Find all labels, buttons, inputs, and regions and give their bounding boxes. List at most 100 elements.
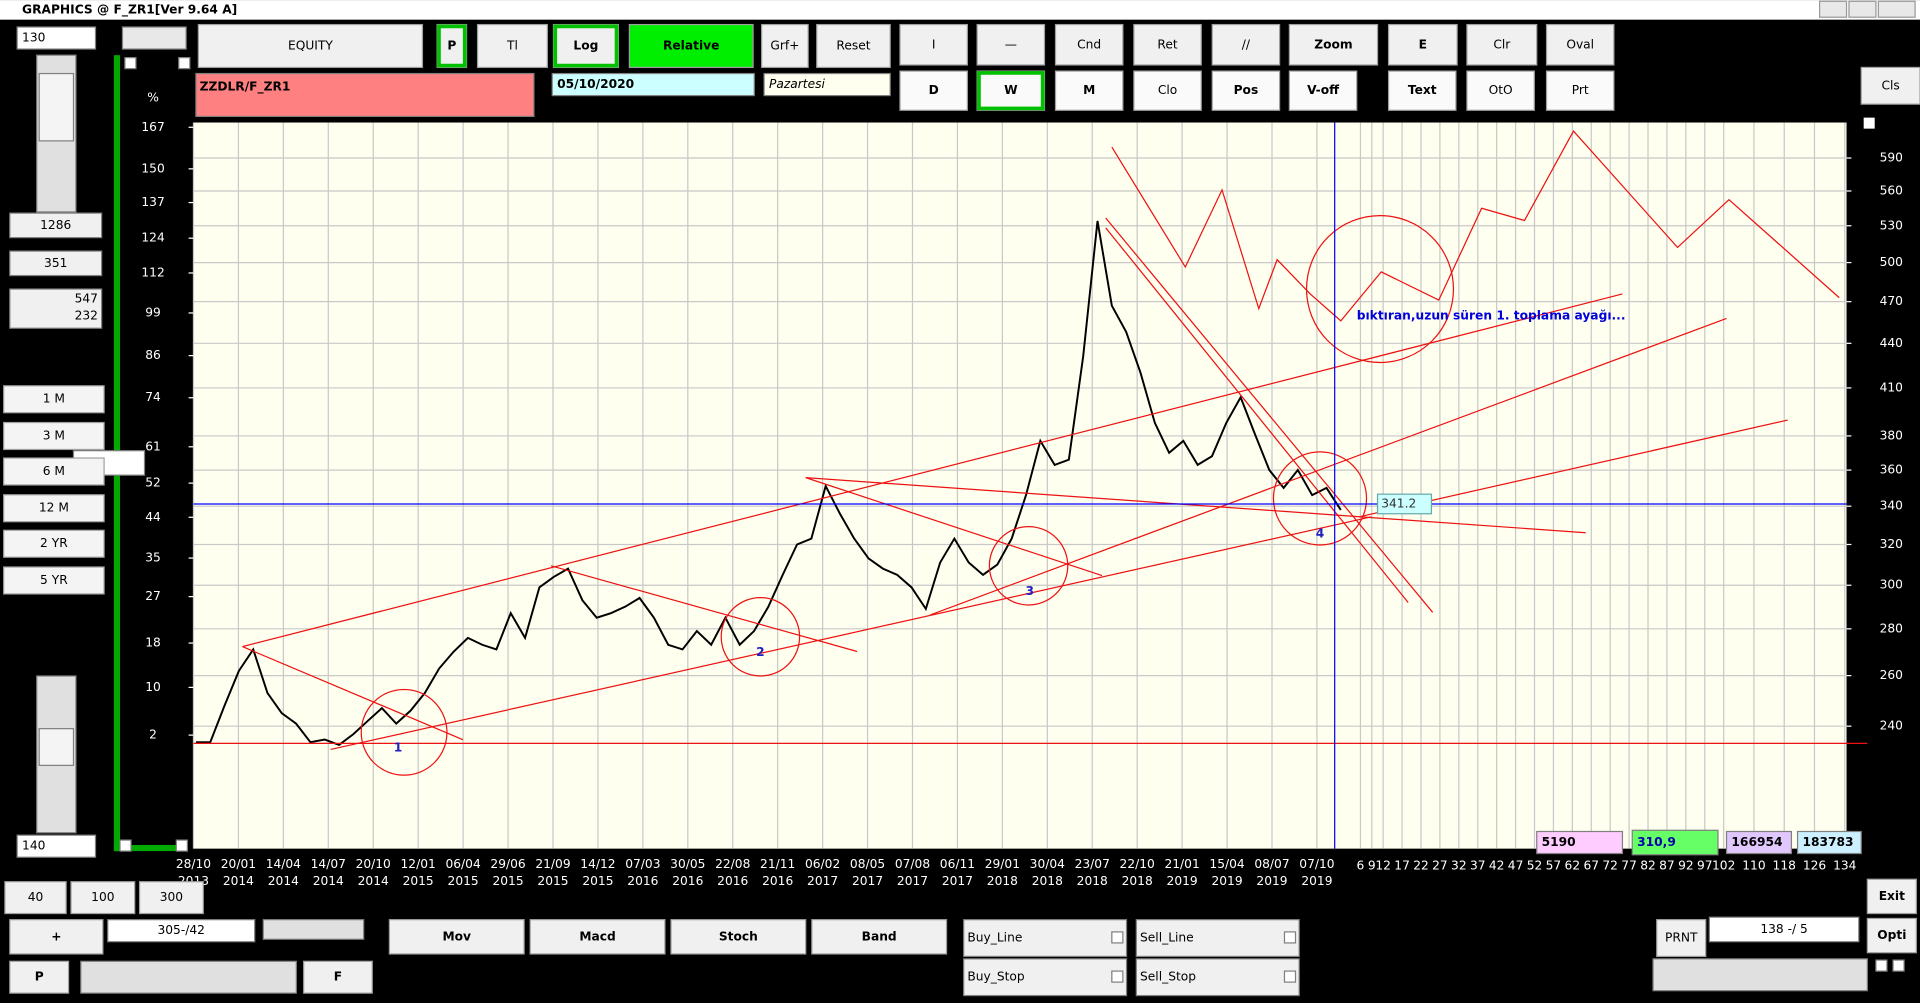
button[interactable]	[1466, 23, 1538, 66]
percent-tick-label: 52	[145, 476, 161, 490]
checkbox[interactable]	[1111, 931, 1124, 944]
button[interactable]	[1466, 70, 1535, 111]
button[interactable]	[976, 23, 1046, 66]
button[interactable]	[138, 881, 204, 915]
x-tick-label: 9	[1368, 858, 1376, 872]
field[interactable]	[16, 834, 97, 858]
period-button[interactable]	[3, 421, 105, 451]
minimize[interactable]	[1818, 0, 1848, 18]
period-button[interactable]	[3, 494, 105, 523]
scrollbar[interactable]	[1652, 958, 1868, 992]
button[interactable]	[1387, 70, 1457, 111]
button-label: 1 M	[43, 392, 65, 406]
button[interactable]	[1866, 917, 1917, 954]
x-tick-label: 28/10	[176, 857, 211, 871]
checkbox[interactable]	[1283, 931, 1297, 944]
button[interactable]	[9, 960, 70, 994]
scroll-thumb[interactable]	[38, 72, 75, 142]
scroll-thumb[interactable]	[38, 728, 75, 766]
button-label: OtO	[1489, 83, 1513, 97]
x-tick-label: 118	[1773, 858, 1796, 872]
x-tick-label: 06/02	[805, 857, 840, 871]
button[interactable]	[811, 919, 948, 955]
button[interactable]	[1866, 878, 1917, 915]
field-text: 166954	[1731, 835, 1782, 849]
checkbox[interactable]	[119, 839, 132, 852]
field[interactable]	[16, 26, 97, 50]
button[interactable]	[1211, 70, 1281, 111]
period-button[interactable]	[3, 385, 105, 414]
maximize[interactable]	[1848, 0, 1877, 18]
trend-line	[242, 293, 1623, 648]
button[interactable]	[1545, 70, 1615, 111]
button[interactable]	[1133, 23, 1202, 66]
button[interactable]	[197, 23, 424, 69]
checkbox[interactable]	[1875, 959, 1888, 972]
button[interactable]	[476, 23, 548, 69]
percent-tick-label: 167	[141, 120, 164, 134]
button[interactable]	[628, 23, 754, 69]
scrollbar[interactable]	[262, 919, 365, 940]
x-tick-label: 06/04	[445, 857, 480, 871]
x-tick-label: 2019	[1301, 874, 1332, 888]
button[interactable]	[899, 23, 968, 66]
period-button[interactable]	[3, 566, 105, 595]
button[interactable]	[816, 23, 891, 69]
button[interactable]	[1133, 70, 1202, 111]
x-tick-label: 2016	[672, 874, 703, 888]
price-label-box	[1376, 493, 1433, 515]
spinner[interactable]	[121, 26, 187, 50]
button[interactable]	[70, 881, 136, 915]
x-tick-label: 20/01	[221, 857, 256, 871]
checkbox[interactable]	[1111, 970, 1124, 983]
period-button[interactable]	[3, 529, 105, 558]
checkbox[interactable]	[178, 57, 191, 70]
x-tick-label: 08/07	[1254, 857, 1289, 871]
button[interactable]	[529, 919, 666, 955]
button-highlight	[437, 24, 467, 68]
x-tick-label: 2019	[1256, 874, 1287, 888]
button-label: Cls	[1881, 78, 1899, 92]
button[interactable]	[899, 70, 968, 111]
button[interactable]	[9, 919, 104, 955]
x-tick-label: 72	[1602, 858, 1618, 872]
button[interactable]	[1860, 66, 1920, 105]
check-button[interactable]	[1135, 919, 1300, 958]
button[interactable]	[1545, 23, 1615, 66]
button[interactable]	[1054, 23, 1124, 66]
checkbox[interactable]	[1892, 959, 1905, 972]
button[interactable]	[1054, 70, 1124, 111]
x-tick-label: 08/05	[850, 857, 885, 871]
button[interactable]	[552, 23, 619, 69]
x-tick-label: 2014	[268, 874, 299, 888]
close-window[interactable]	[1877, 0, 1916, 18]
button[interactable]	[4, 881, 67, 915]
button[interactable]	[1387, 23, 1458, 66]
checkbox[interactable]	[1283, 970, 1297, 983]
button[interactable]	[1211, 23, 1281, 66]
percent-tick-label: 35	[145, 551, 161, 565]
period-button[interactable]	[3, 457, 105, 486]
percent-tick-label: 10	[145, 680, 161, 694]
button[interactable]	[1288, 23, 1379, 66]
scrollbar[interactable]	[80, 960, 297, 994]
button[interactable]	[670, 919, 807, 955]
percent-tick-label: 74	[145, 390, 161, 404]
check-button[interactable]	[1135, 958, 1300, 997]
checkbox[interactable]	[124, 57, 137, 70]
field[interactable]	[1708, 916, 1860, 943]
check-button[interactable]	[963, 958, 1128, 997]
check-button[interactable]	[963, 919, 1128, 958]
checkbox[interactable]	[175, 839, 188, 852]
button-label: E	[1419, 37, 1427, 51]
button[interactable]	[1288, 70, 1358, 111]
button[interactable]	[388, 919, 525, 955]
x-tick-label: 15/04	[1209, 857, 1244, 871]
button[interactable]	[1656, 919, 1707, 958]
percent-tick-label: 2	[149, 728, 157, 742]
button[interactable]	[303, 960, 373, 994]
button[interactable]	[761, 23, 809, 69]
field[interactable]	[107, 919, 256, 943]
trend-line	[805, 477, 1103, 577]
x-tick-label: 2016	[627, 874, 658, 888]
